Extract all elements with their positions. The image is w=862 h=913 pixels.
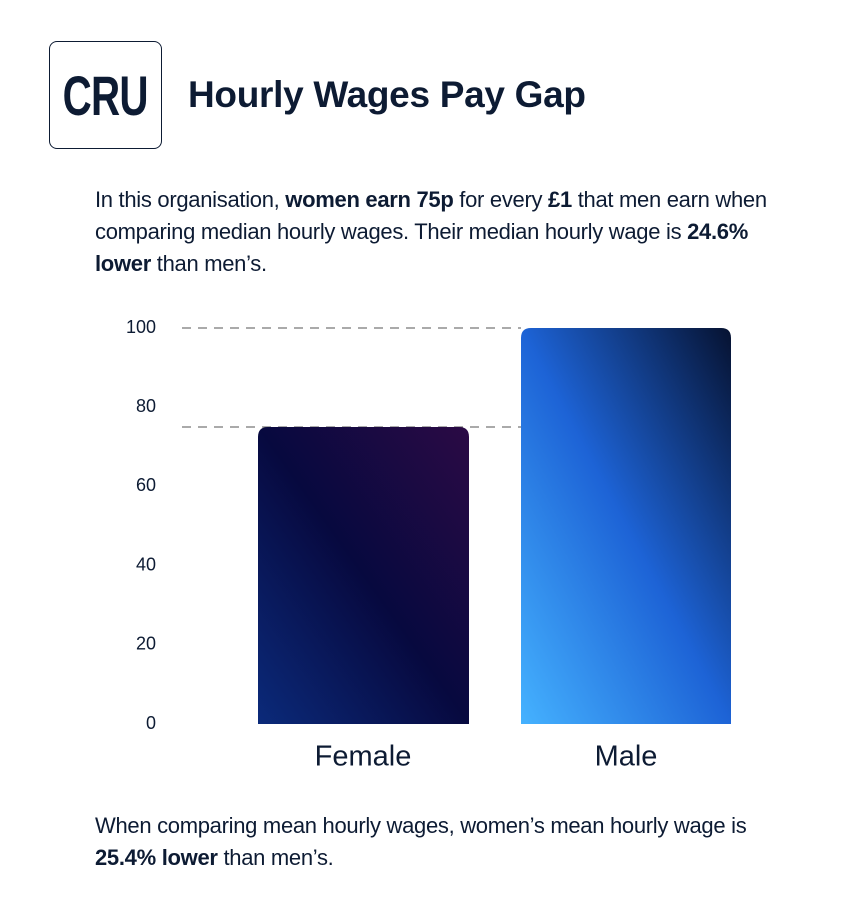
- footnote: When comparing mean hourly wages, women’…: [95, 810, 785, 874]
- y-tick-label: 80: [136, 396, 156, 416]
- bar: [258, 427, 469, 724]
- y-tick-label: 100: [126, 317, 156, 337]
- x-tick-label: Male: [595, 741, 658, 773]
- text: than men’s.: [217, 845, 334, 870]
- x-tick-label: Female: [315, 741, 412, 773]
- logo-text: CRU: [62, 63, 149, 127]
- text: for every: [453, 187, 549, 212]
- bold-text: 24.6% lower: [95, 219, 748, 276]
- y-tick-label: 0: [146, 713, 156, 733]
- y-tick-label: 20: [136, 634, 156, 654]
- bold-text: £1: [548, 187, 572, 212]
- bar: [521, 328, 731, 724]
- bold-text: 25.4% lower: [95, 845, 218, 870]
- text: that men earn when comparing median hour…: [95, 187, 767, 244]
- logo: CRU: [49, 41, 162, 149]
- text: than men’s.: [150, 251, 267, 276]
- text: In this organisation,: [95, 187, 286, 212]
- text: When comparing mean hourly wages, women’…: [95, 813, 747, 838]
- intro: In this organisation, women earn 75p for…: [95, 184, 785, 280]
- title: Hourly Wages Pay Gap: [188, 74, 586, 115]
- bold-text: women earn 75p: [285, 187, 454, 212]
- y-tick-label: 60: [136, 475, 156, 495]
- y-tick-label: 40: [136, 554, 156, 574]
